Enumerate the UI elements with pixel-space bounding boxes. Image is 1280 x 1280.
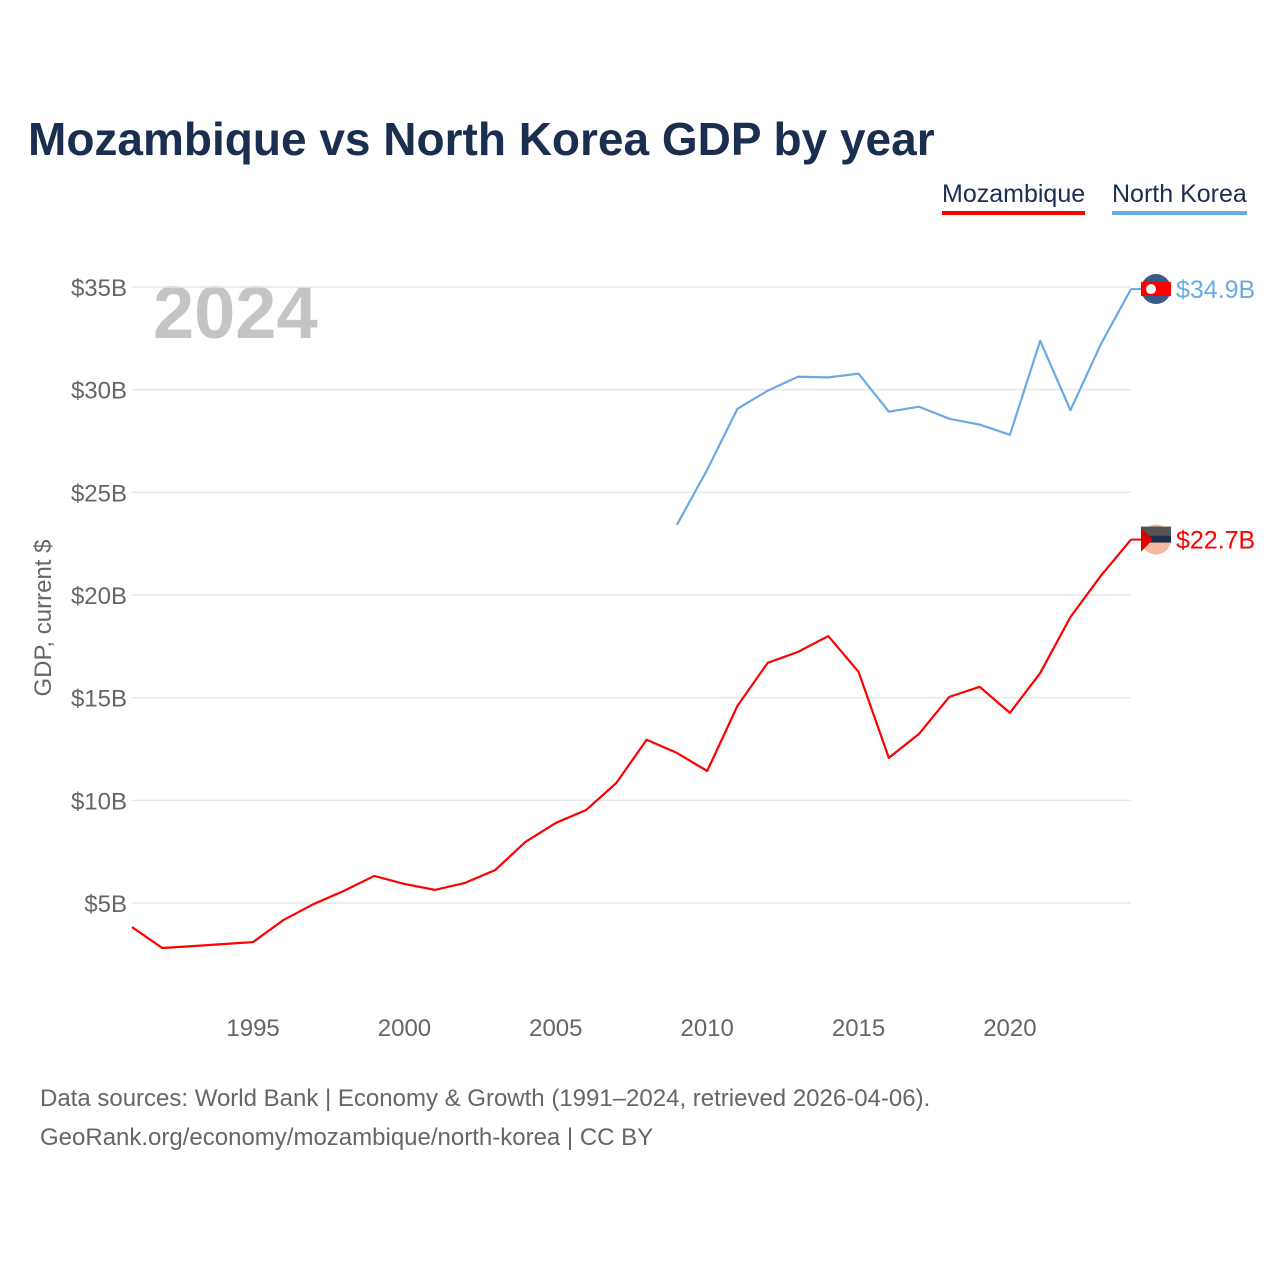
end-value-label: $34.9B — [1176, 276, 1255, 304]
y-tick-label: $5B — [84, 891, 127, 918]
x-tick-label: 2000 — [378, 1015, 431, 1042]
y-tick-label: $15B — [71, 686, 127, 713]
y-tick-label: $10B — [71, 788, 127, 815]
y-tick-label: $35B — [71, 275, 127, 302]
x-tick-label: 2005 — [529, 1015, 582, 1042]
y-axis-label: GDP, current $ — [30, 540, 57, 697]
series-line-mozambique — [131, 538, 1132, 950]
footer-sources: Data sources: World Bank | Economy & Gro… — [40, 1085, 931, 1112]
flag-band — [1141, 526, 1171, 536]
legend-mozambique[interactable]: Mozambique — [942, 180, 1086, 215]
series-line-north-korea — [675, 288, 1132, 526]
x-tick-label: 2015 — [832, 1015, 885, 1042]
year-watermark: 2024 — [153, 271, 318, 354]
x-tick-label: 2010 — [680, 1015, 733, 1042]
y-tick-label: $20B — [71, 583, 127, 610]
chart-title: Mozambique vs North Korea GDP by year — [28, 113, 935, 165]
legend-north-korea[interactable]: North Korea — [1112, 180, 1247, 215]
y-tick-label: $30B — [71, 378, 127, 405]
flag-triangle — [1141, 527, 1153, 552]
x-tick-label: 2020 — [983, 1015, 1036, 1042]
end-value-label: $22.7B — [1176, 527, 1255, 555]
flag-band — [1141, 535, 1171, 543]
x-tick-label: 1995 — [226, 1015, 279, 1042]
footer-url[interactable]: GeoRank.org/economy/mozambique/north-kor… — [40, 1124, 654, 1151]
flag-star-disc — [1146, 284, 1156, 295]
y-tick-label: $25B — [71, 480, 127, 507]
